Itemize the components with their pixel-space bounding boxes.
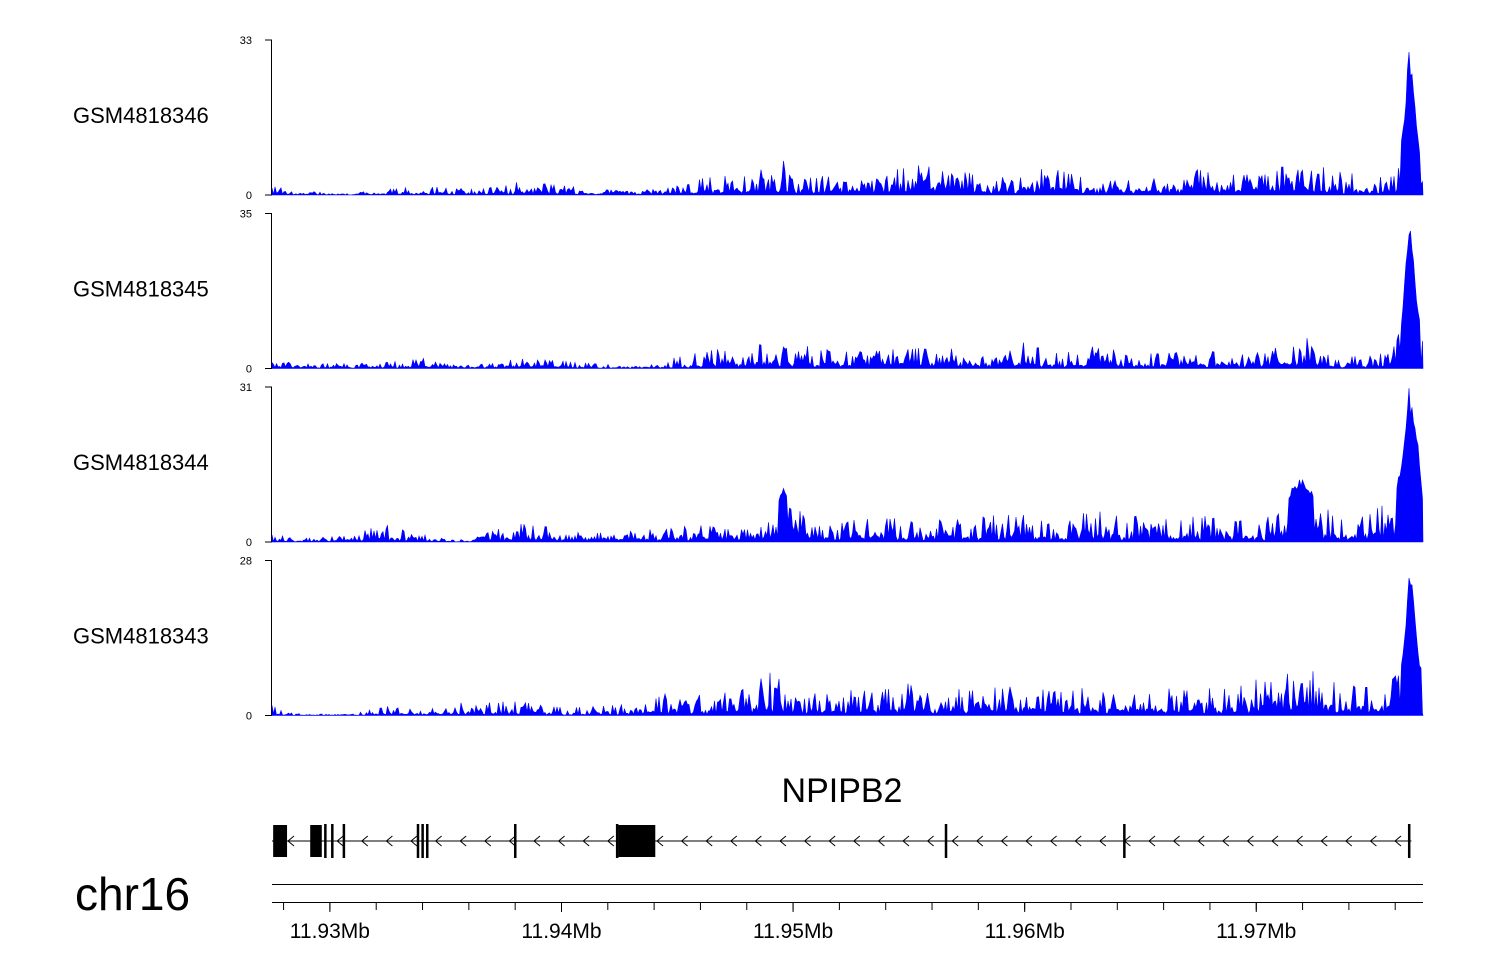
coverage-track: GSM4818345 35 0	[73, 209, 1424, 376]
x-tick-label: 11.97Mb	[1216, 920, 1296, 943]
strand-arrow	[1148, 835, 1156, 847]
strand-arrow	[459, 835, 467, 847]
y-tick-label: 0	[246, 364, 252, 376]
strand-arrow	[1222, 835, 1230, 847]
strand-arrow	[385, 835, 393, 847]
strand-arrow	[336, 835, 344, 847]
gene-exon	[426, 824, 429, 858]
gene-track: NPIPB2	[272, 772, 1412, 858]
gene-exon	[342, 824, 346, 858]
coverage-area	[271, 230, 1424, 369]
strand-arrow	[779, 835, 787, 847]
x-tick-label: 11.93Mb	[290, 920, 370, 943]
gene-exon	[1123, 824, 1126, 858]
gene-label: NPIPB2	[782, 772, 903, 810]
gene-exon	[416, 824, 420, 858]
strand-arrow	[1049, 835, 1057, 847]
strand-arrow	[853, 835, 861, 847]
chromosome-label: chr16	[75, 868, 190, 920]
strand-arrow	[1394, 835, 1402, 847]
y-tick-label: 0	[246, 190, 252, 202]
gene-exon	[1407, 824, 1411, 858]
x-tick-label: 11.96Mb	[985, 920, 1065, 943]
track-label: GSM4818346	[73, 103, 209, 128]
coverage-track: GSM4818344 31 0	[73, 382, 1424, 549]
strand-arrow	[287, 835, 295, 847]
strand-arrow	[1320, 835, 1328, 847]
x-tick-label: 11.95Mb	[753, 920, 833, 943]
gene-exon	[421, 824, 424, 858]
coverage-area	[271, 577, 1424, 716]
strand-arrow	[1000, 835, 1008, 847]
strand-arrow	[705, 835, 713, 847]
strand-arrow	[1271, 835, 1279, 847]
strand-arrow	[557, 835, 565, 847]
strand-arrow	[508, 835, 516, 847]
gene-exon	[618, 825, 656, 857]
coverage-area	[271, 388, 1424, 543]
coverage-track: GSM4818343 28 0	[73, 556, 1424, 723]
strand-arrow	[877, 835, 885, 847]
track-label: GSM4818344	[73, 450, 209, 475]
strand-arrow	[926, 835, 934, 847]
genomic-x-axis: 11.93Mb 11.94Mb 11.95Mb 11.96Mb 11.97Mb	[272, 884, 1423, 943]
y-tick-label: 31	[240, 382, 252, 394]
strand-arrow	[434, 835, 442, 847]
strand-arrow	[1246, 835, 1254, 847]
strand-arrow	[680, 835, 688, 847]
strand-arrow	[951, 835, 959, 847]
strand-arrow	[1074, 835, 1082, 847]
gene-exon	[310, 825, 322, 857]
strand-arrow	[976, 835, 984, 847]
gene-exon	[324, 824, 327, 858]
coverage-track: GSM4818346 33 0	[73, 35, 1424, 202]
y-tick-label: 33	[240, 35, 252, 47]
strand-arrow	[730, 835, 738, 847]
strand-arrow	[1025, 835, 1033, 847]
coverage-area	[271, 51, 1424, 196]
strand-arrow	[828, 835, 836, 847]
strand-arrow	[484, 835, 492, 847]
strand-arrow	[803, 835, 811, 847]
strand-arrow	[410, 835, 418, 847]
gene-exon	[331, 824, 334, 858]
track-label: GSM4818345	[73, 277, 209, 302]
strand-arrow	[361, 835, 369, 847]
y-tick-label: 28	[240, 556, 252, 568]
strand-arrow	[754, 835, 762, 847]
gene-exon	[273, 825, 288, 857]
gene-exon	[944, 824, 948, 858]
y-tick-label: 0	[246, 537, 252, 549]
coverage-tracks: GSM4818346330GSM4818345350GSM4818344310G…	[73, 35, 1424, 723]
gene-exon	[514, 824, 517, 858]
strand-arrow	[902, 835, 910, 847]
strand-arrow	[1172, 835, 1180, 847]
strand-arrow	[1345, 835, 1353, 847]
gene-exon	[615, 824, 619, 858]
strand-arrow	[1099, 835, 1107, 847]
strand-arrow	[607, 835, 615, 847]
y-tick-label: 0	[246, 711, 252, 723]
strand-arrow	[656, 835, 664, 847]
strand-arrow	[582, 835, 590, 847]
strand-arrow	[1295, 835, 1303, 847]
x-tick-label: 11.94Mb	[521, 920, 601, 943]
strand-arrow	[1369, 835, 1377, 847]
track-label: GSM4818343	[73, 624, 209, 649]
y-tick-label: 35	[240, 209, 252, 221]
strand-arrow	[1197, 835, 1205, 847]
strand-arrow	[533, 835, 541, 847]
